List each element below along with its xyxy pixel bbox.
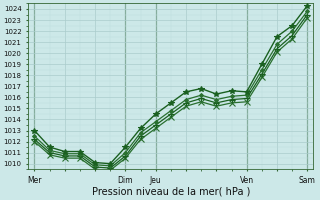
X-axis label: Pression niveau de la mer( hPa ): Pression niveau de la mer( hPa ): [92, 187, 250, 197]
